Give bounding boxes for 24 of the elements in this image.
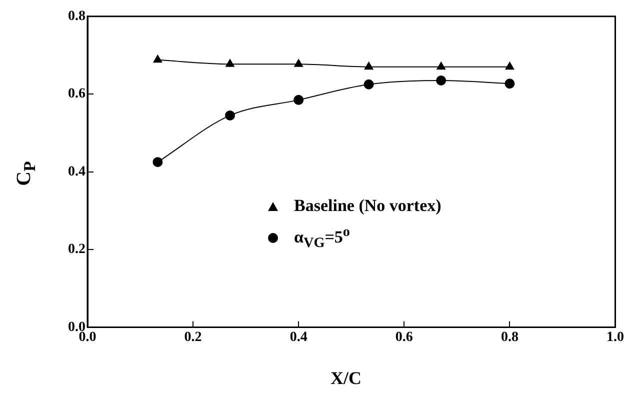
x-tick-label: 1.0 — [606, 330, 624, 346]
y-tick-label: 0.4 — [68, 164, 86, 180]
point — [153, 54, 162, 63]
y-tick-label: 0.6 — [68, 86, 86, 102]
point — [364, 62, 374, 70]
point — [294, 59, 303, 67]
y-tick-label: 0.8 — [68, 9, 86, 24]
point — [505, 62, 514, 70]
x-tick-label: 0.8 — [500, 330, 518, 346]
x-tick-label: 0.2 — [184, 330, 202, 346]
y-tick-label: 0.2 — [68, 242, 86, 258]
legend-label: α$_{VG}$=5$^{o}$ — [294, 223, 350, 254]
point — [224, 110, 235, 120]
x-axis-title: X/C — [330, 368, 362, 389]
point — [152, 157, 163, 168]
point — [436, 76, 446, 86]
point — [364, 79, 374, 90]
point — [436, 62, 446, 70]
x-tick-label: 0.6 — [395, 330, 413, 346]
point — [226, 59, 234, 67]
point — [294, 94, 304, 105]
x-tick-label: 0.4 — [290, 330, 308, 346]
legend-label: Baseline (No vortex) — [294, 195, 442, 217]
point — [504, 78, 515, 89]
